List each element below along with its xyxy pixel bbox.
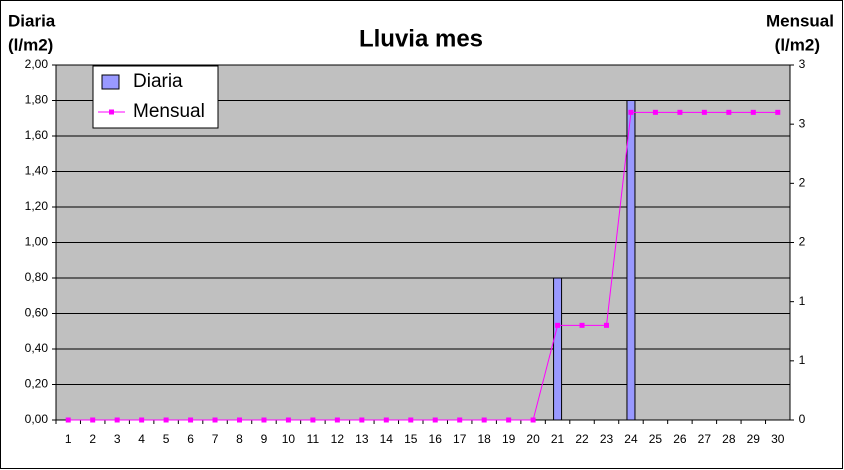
- y-tick-label: 0,40: [25, 341, 49, 355]
- line-marker: [310, 417, 316, 423]
- x-tick-label: 17: [453, 432, 467, 446]
- line-marker: [628, 109, 634, 115]
- x-tick-label: 24: [624, 432, 638, 446]
- x-tick-label: 16: [429, 432, 443, 446]
- line-marker: [139, 417, 145, 423]
- x-tick-label: 18: [477, 432, 491, 446]
- legend-label: Mensual: [133, 101, 205, 122]
- x-tick-label: 13: [355, 432, 369, 446]
- line-marker: [555, 322, 561, 328]
- x-tick-label: 4: [138, 432, 145, 446]
- line: [68, 111, 778, 421]
- line-marker: [530, 417, 536, 423]
- legend-swatch: [109, 109, 114, 115]
- y-tick-label: 1,40: [25, 164, 49, 178]
- line-marker: [188, 417, 194, 423]
- x-tick-label: 20: [526, 432, 540, 446]
- bar: [553, 277, 563, 421]
- line-marker: [677, 109, 683, 115]
- x-tick-label: 19: [502, 432, 516, 446]
- y-tick-label: 0,60: [25, 306, 49, 320]
- y-axis-label: (l/m2): [8, 35, 53, 54]
- y-axis-label: Diaria: [8, 11, 56, 30]
- bar: [626, 100, 636, 421]
- y2-tick-label: 0: [799, 412, 806, 426]
- x-tick-label: 30: [771, 432, 785, 446]
- line-marker: [408, 417, 414, 423]
- x-tick-label: 25: [649, 432, 663, 446]
- x-tick-label: 29: [747, 432, 761, 446]
- line-marker: [212, 417, 218, 423]
- y-tick-label: 0,00: [25, 412, 49, 426]
- x-tick-label: 2: [89, 432, 96, 446]
- y-tick-label: 1,60: [25, 128, 49, 142]
- x-tick-label: 21: [551, 432, 565, 446]
- x-tick-label: 15: [404, 432, 418, 446]
- line-marker: [65, 417, 71, 423]
- x-tick-label: 8: [236, 432, 243, 446]
- line-marker: [114, 417, 120, 423]
- x-tick-label: 3: [114, 432, 121, 446]
- y-tick-label: 0,20: [25, 377, 49, 391]
- line-marker: [432, 417, 438, 423]
- y2-axis-label: (l/m2): [775, 35, 820, 54]
- line-marker: [163, 417, 169, 423]
- x-tick-label: 23: [600, 432, 614, 446]
- chart-title: Lluvia mes: [359, 25, 483, 52]
- line-marker: [457, 417, 463, 423]
- y-tick-label: 1,80: [25, 93, 49, 107]
- x-tick-label: 1: [65, 432, 72, 446]
- y-tick-label: 1,20: [25, 199, 49, 213]
- line-marker: [726, 109, 732, 115]
- legend-swatch: [101, 74, 120, 90]
- line-marker: [604, 322, 609, 328]
- x-tick-label: 27: [698, 432, 712, 446]
- line-marker: [506, 417, 512, 423]
- line-marker: [652, 109, 658, 115]
- y2-tick-label: 2: [799, 176, 806, 190]
- y-tick-label: 1,00: [25, 235, 49, 249]
- x-tick-label: 10: [282, 432, 296, 446]
- line-marker: [261, 417, 267, 423]
- line-marker: [285, 417, 291, 423]
- x-tick-label: 12: [331, 432, 345, 446]
- y2-axis-label: Mensual: [766, 11, 834, 30]
- y-tick-label: 2,00: [25, 57, 49, 71]
- y2-tick-label: 1: [799, 353, 806, 367]
- x-tick-label: 5: [163, 432, 170, 446]
- x-tick-label: 14: [380, 432, 394, 446]
- y2-tick-label: 1: [799, 294, 806, 308]
- x-tick-label: 7: [212, 432, 219, 446]
- x-tick-label: 11: [307, 432, 320, 446]
- line-marker: [359, 417, 365, 423]
- line-marker: [237, 417, 242, 423]
- x-tick-label: 26: [673, 432, 687, 446]
- y2-tick-label: 3: [799, 57, 806, 71]
- line-marker: [90, 417, 96, 423]
- line-marker: [383, 417, 389, 423]
- line-marker: [579, 322, 585, 328]
- line-marker: [750, 109, 756, 115]
- line-marker: [775, 109, 781, 115]
- y2-tick-label: 2: [799, 235, 806, 249]
- x-tick-label: 28: [722, 432, 736, 446]
- line-marker: [481, 417, 487, 423]
- y-tick-label: 0,80: [25, 270, 49, 284]
- legend-label: Diaria: [133, 71, 183, 92]
- x-tick-label: 6: [187, 432, 194, 446]
- line-marker: [701, 109, 707, 115]
- x-tick-label: 22: [575, 432, 589, 446]
- x-tick-label: 9: [261, 432, 268, 446]
- y2-tick-label: 3: [799, 116, 806, 130]
- line-marker: [334, 417, 340, 423]
